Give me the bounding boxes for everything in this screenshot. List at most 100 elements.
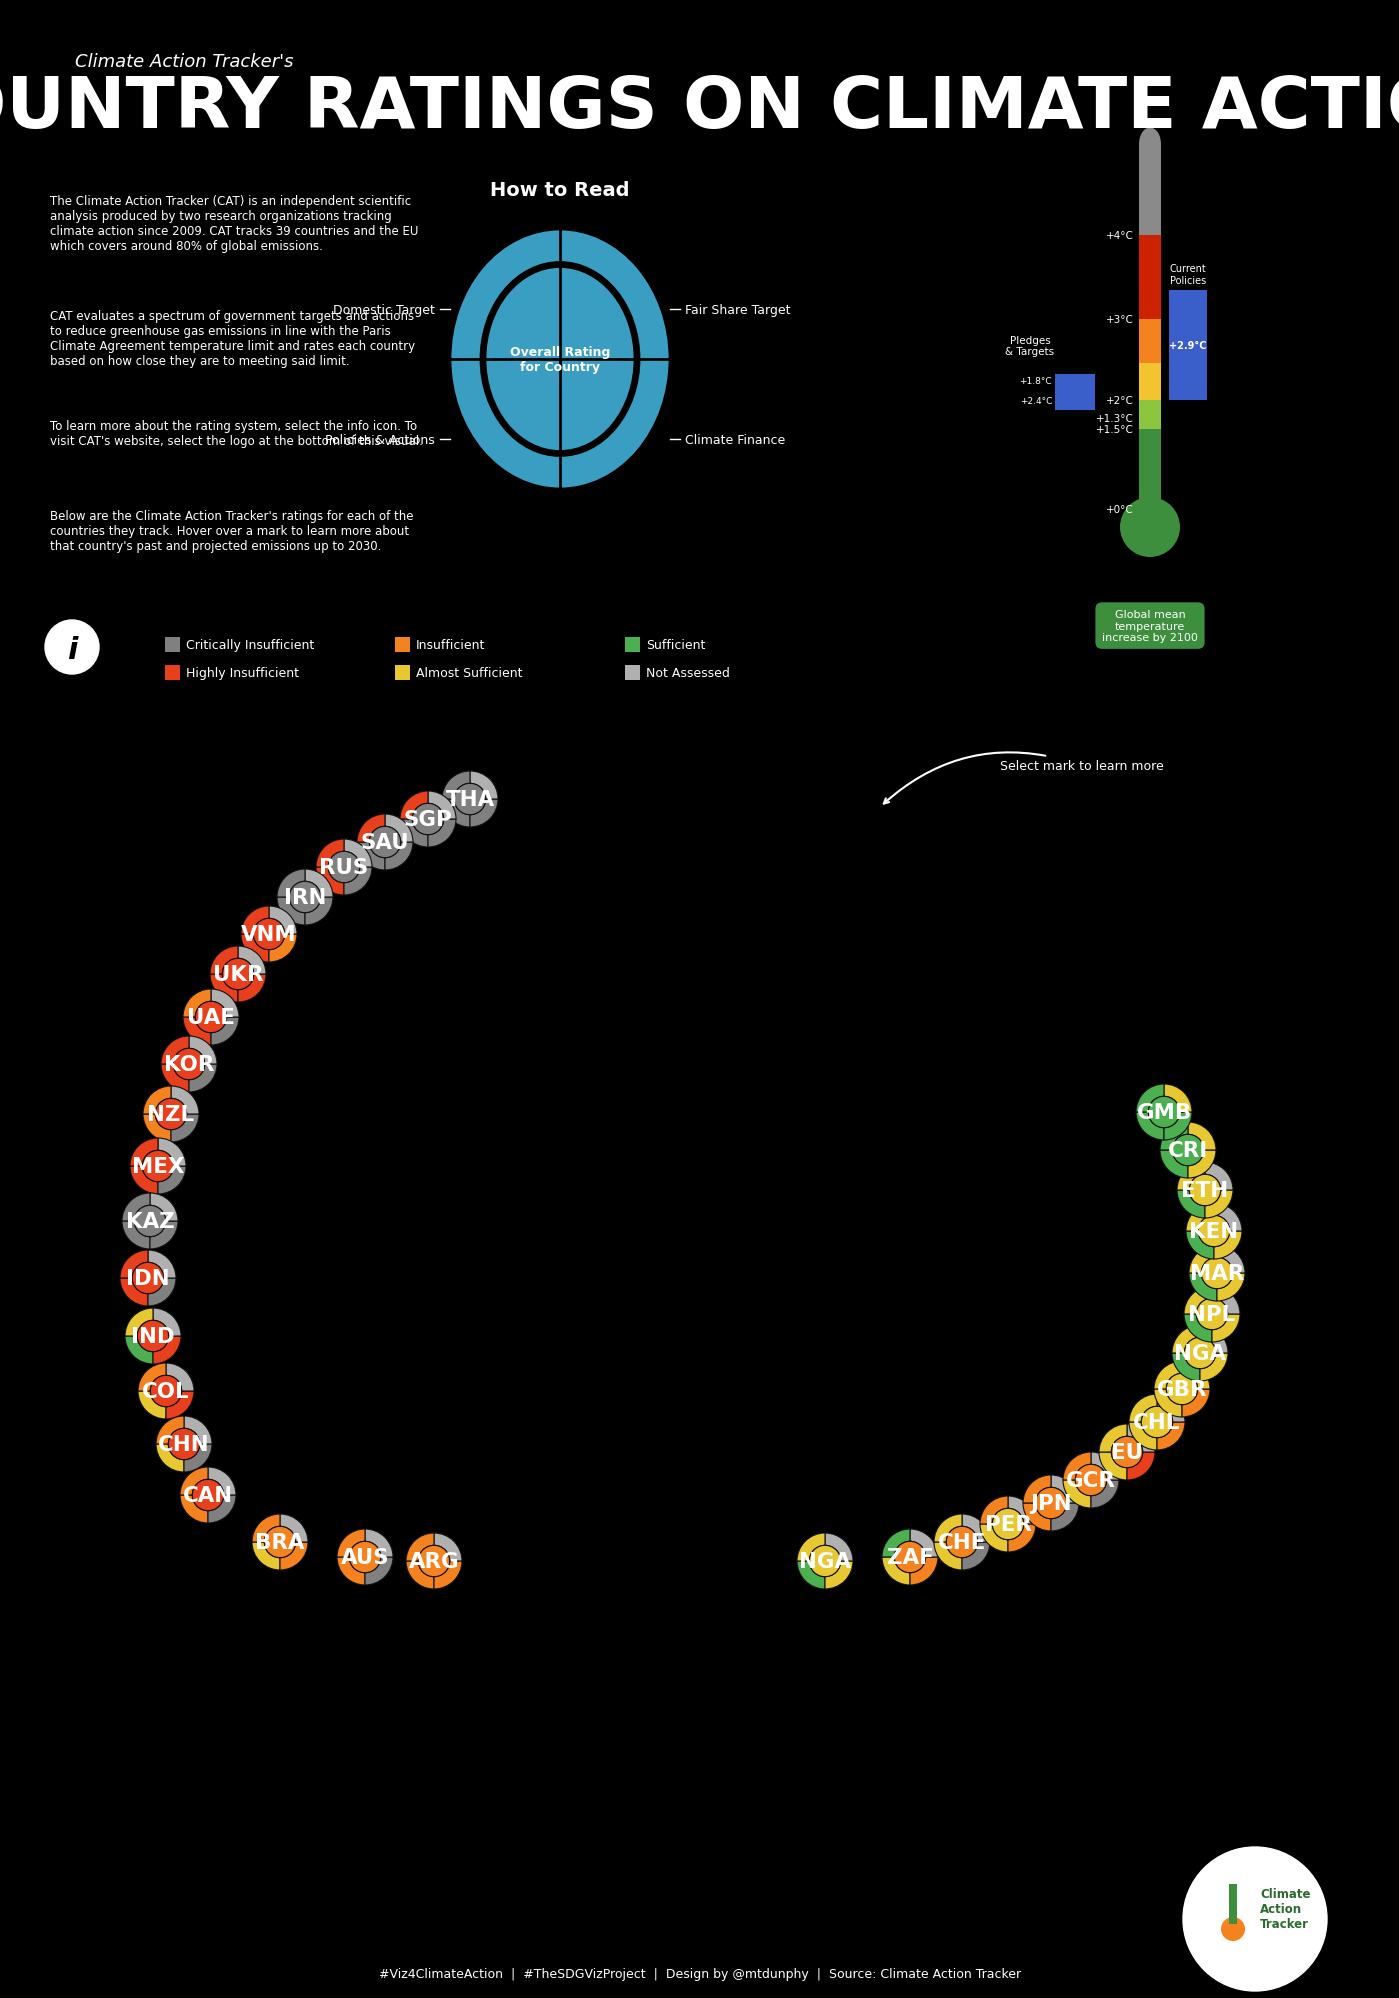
Wedge shape xyxy=(210,947,238,975)
Text: NGA: NGA xyxy=(1174,1343,1226,1363)
Wedge shape xyxy=(1189,1273,1217,1301)
Wedge shape xyxy=(1200,1325,1228,1353)
Wedge shape xyxy=(143,1115,171,1143)
Text: To learn more about the rating system, select the info icon. To
visit CAT's webs: To learn more about the rating system, s… xyxy=(50,420,422,448)
Wedge shape xyxy=(252,1514,280,1542)
Circle shape xyxy=(1142,1407,1172,1439)
Text: KEN: KEN xyxy=(1189,1221,1238,1241)
Wedge shape xyxy=(825,1532,853,1560)
Wedge shape xyxy=(1164,1113,1192,1141)
Circle shape xyxy=(1149,1097,1179,1129)
Wedge shape xyxy=(1189,1245,1217,1273)
Text: +0°C: +0°C xyxy=(1107,505,1135,515)
Wedge shape xyxy=(183,989,211,1017)
Text: ETH: ETH xyxy=(1181,1181,1228,1201)
Text: CRI: CRI xyxy=(1168,1141,1209,1161)
Circle shape xyxy=(45,621,99,675)
Wedge shape xyxy=(120,1279,148,1307)
Wedge shape xyxy=(1051,1475,1079,1502)
Wedge shape xyxy=(1172,1325,1200,1353)
Text: UKR: UKR xyxy=(213,965,263,985)
Text: COL: COL xyxy=(143,1381,190,1401)
Wedge shape xyxy=(406,1560,434,1588)
Text: IRN: IRN xyxy=(284,887,326,907)
Ellipse shape xyxy=(485,268,635,452)
Bar xyxy=(1055,376,1095,412)
Text: How to Read: How to Read xyxy=(490,180,630,200)
Text: +2.4°C: +2.4°C xyxy=(1020,396,1052,406)
Wedge shape xyxy=(157,1445,185,1473)
Text: EU: EU xyxy=(1111,1443,1143,1463)
Wedge shape xyxy=(400,791,428,819)
Circle shape xyxy=(809,1546,841,1576)
Text: #Viz4ClimateAction  |  #TheSDGVizProject  |  Design by @mtdunphy  |  Source: Cli: #Viz4ClimateAction | #TheSDGVizProject |… xyxy=(379,1968,1021,1980)
Bar xyxy=(1139,146,1161,236)
Wedge shape xyxy=(166,1391,194,1419)
Wedge shape xyxy=(1160,1123,1188,1151)
Wedge shape xyxy=(280,1514,308,1542)
Circle shape xyxy=(192,1481,224,1510)
Bar xyxy=(165,637,180,653)
Wedge shape xyxy=(238,947,266,975)
Wedge shape xyxy=(909,1528,937,1556)
Text: GBR: GBR xyxy=(1157,1379,1207,1399)
Wedge shape xyxy=(1023,1475,1051,1502)
Circle shape xyxy=(1111,1437,1143,1469)
Wedge shape xyxy=(1129,1423,1157,1451)
Text: SGP: SGP xyxy=(404,809,452,829)
Wedge shape xyxy=(305,869,333,897)
Wedge shape xyxy=(210,975,238,1003)
Wedge shape xyxy=(881,1528,909,1556)
Circle shape xyxy=(946,1526,978,1558)
Wedge shape xyxy=(185,1417,213,1445)
Circle shape xyxy=(350,1542,381,1572)
Wedge shape xyxy=(365,1556,393,1584)
Wedge shape xyxy=(1182,1361,1210,1389)
Wedge shape xyxy=(1154,1389,1182,1417)
Bar xyxy=(625,665,639,681)
Wedge shape xyxy=(797,1532,825,1560)
Wedge shape xyxy=(208,1467,236,1495)
Text: NGA: NGA xyxy=(799,1550,851,1570)
Circle shape xyxy=(173,1049,204,1081)
Circle shape xyxy=(133,1263,164,1295)
Wedge shape xyxy=(1205,1163,1233,1191)
Text: +2°C: +2°C xyxy=(1107,396,1135,406)
Circle shape xyxy=(1202,1257,1233,1289)
Circle shape xyxy=(1076,1465,1107,1497)
Circle shape xyxy=(137,1321,169,1353)
Wedge shape xyxy=(269,935,297,963)
Wedge shape xyxy=(189,1037,217,1065)
Wedge shape xyxy=(1188,1123,1216,1151)
Circle shape xyxy=(1167,1375,1198,1405)
Circle shape xyxy=(455,783,485,815)
Bar xyxy=(625,637,639,653)
Wedge shape xyxy=(434,1532,462,1560)
Text: UAE: UAE xyxy=(187,1007,235,1027)
Wedge shape xyxy=(357,815,385,843)
Circle shape xyxy=(1121,498,1179,557)
Wedge shape xyxy=(150,1193,178,1221)
Text: JPN: JPN xyxy=(1030,1493,1072,1512)
Wedge shape xyxy=(385,815,413,843)
Bar xyxy=(1139,236,1161,320)
Bar xyxy=(1139,430,1161,509)
Circle shape xyxy=(222,959,253,991)
Wedge shape xyxy=(797,1560,825,1588)
Wedge shape xyxy=(316,867,344,895)
Wedge shape xyxy=(434,1560,462,1588)
Wedge shape xyxy=(185,1445,213,1473)
Circle shape xyxy=(894,1542,926,1572)
Wedge shape xyxy=(365,1528,393,1556)
Text: VNM: VNM xyxy=(241,925,297,945)
Circle shape xyxy=(134,1205,165,1237)
Text: Domestic Target: Domestic Target xyxy=(333,304,435,316)
Text: GCR: GCR xyxy=(1066,1471,1116,1491)
Text: MEX: MEX xyxy=(132,1157,185,1177)
Text: Select mark to learn more: Select mark to learn more xyxy=(884,753,1164,803)
Text: +1.5°C: +1.5°C xyxy=(1097,424,1135,434)
Bar xyxy=(1139,400,1161,430)
Text: AUS: AUS xyxy=(341,1546,389,1566)
Circle shape xyxy=(369,827,400,859)
Text: NPL: NPL xyxy=(1188,1305,1235,1325)
